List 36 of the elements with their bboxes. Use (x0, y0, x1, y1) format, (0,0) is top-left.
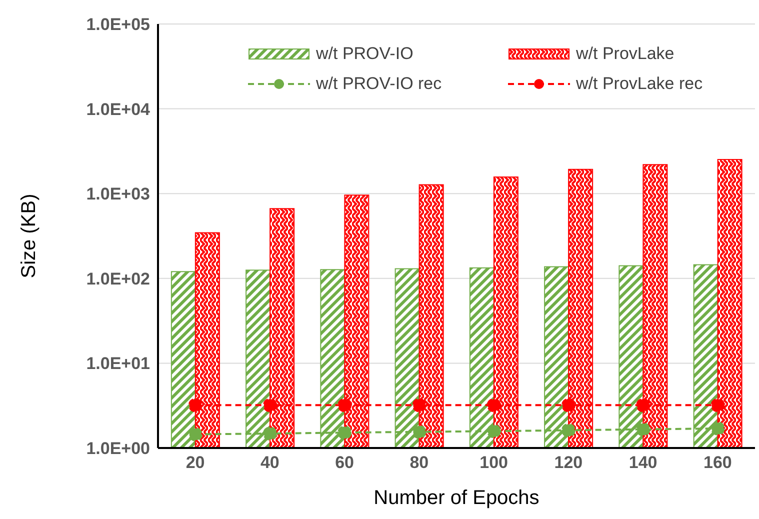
legend-label: w/t PROV-IO (316, 44, 414, 64)
point (486, 398, 501, 412)
point (262, 398, 277, 412)
legend-label: w/t PROV-IO rec (316, 74, 442, 94)
x-tick-label: 60 (335, 453, 354, 472)
point (636, 398, 650, 412)
y-tick-label: 1.0E+02 (86, 269, 150, 288)
point (710, 398, 725, 412)
y-tick-label: 1.0E+03 (86, 184, 150, 204)
point (412, 398, 426, 412)
x-tick-label: 120 (554, 453, 583, 472)
point (561, 423, 576, 438)
y-tick-label: 1.0E+01 (86, 354, 150, 374)
point (262, 426, 277, 441)
x-tick-label: 80 (410, 453, 429, 472)
point (486, 424, 501, 438)
point (188, 427, 202, 442)
x-tick-label: 160 (704, 453, 732, 472)
legend-label: w/t ProvLake rec (576, 74, 703, 94)
point (188, 398, 202, 412)
point (338, 398, 352, 412)
x-tick-label: 140 (628, 453, 658, 472)
point (710, 421, 725, 436)
x-axis-title: Number of Epochs (374, 487, 540, 509)
point (412, 424, 426, 439)
point (636, 422, 650, 436)
x-tick-label: 100 (480, 453, 508, 472)
y-tick-label: 1.0E+04 (86, 100, 151, 119)
point (338, 426, 352, 440)
y-axis-title: Size (KB) (18, 194, 40, 278)
point (561, 398, 576, 412)
x-tick-label: 20 (186, 453, 205, 472)
legend-label: w/t ProvLake (576, 44, 674, 64)
y-tick-label: 1.0E+05 (86, 15, 150, 34)
x-tick-label: 40 (260, 453, 280, 472)
y-tick-label: 1.0E+00 (86, 439, 150, 458)
